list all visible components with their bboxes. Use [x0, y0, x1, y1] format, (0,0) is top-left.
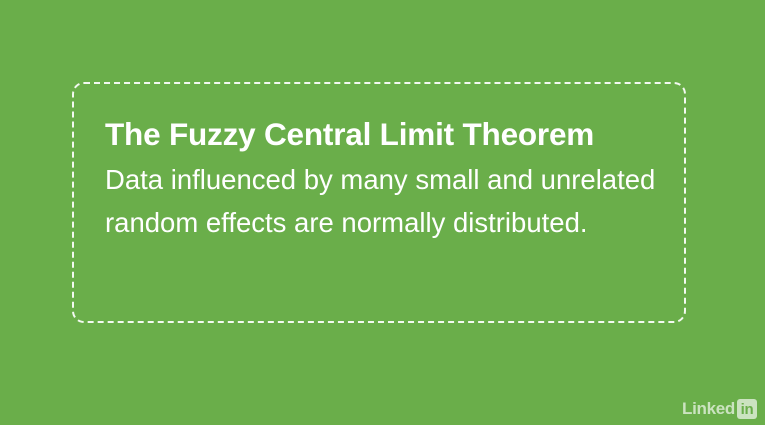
- definition-card: The Fuzzy Central Limit Theorem Data inf…: [72, 82, 686, 323]
- linkedin-watermark: Linked in: [682, 399, 757, 419]
- card-body: Data influenced by many small and unrela…: [105, 164, 656, 238]
- watermark-text: Linked: [682, 399, 735, 418]
- card-title: The Fuzzy Central Limit Theorem: [105, 116, 595, 152]
- linkedin-logo-icon: in: [737, 399, 757, 419]
